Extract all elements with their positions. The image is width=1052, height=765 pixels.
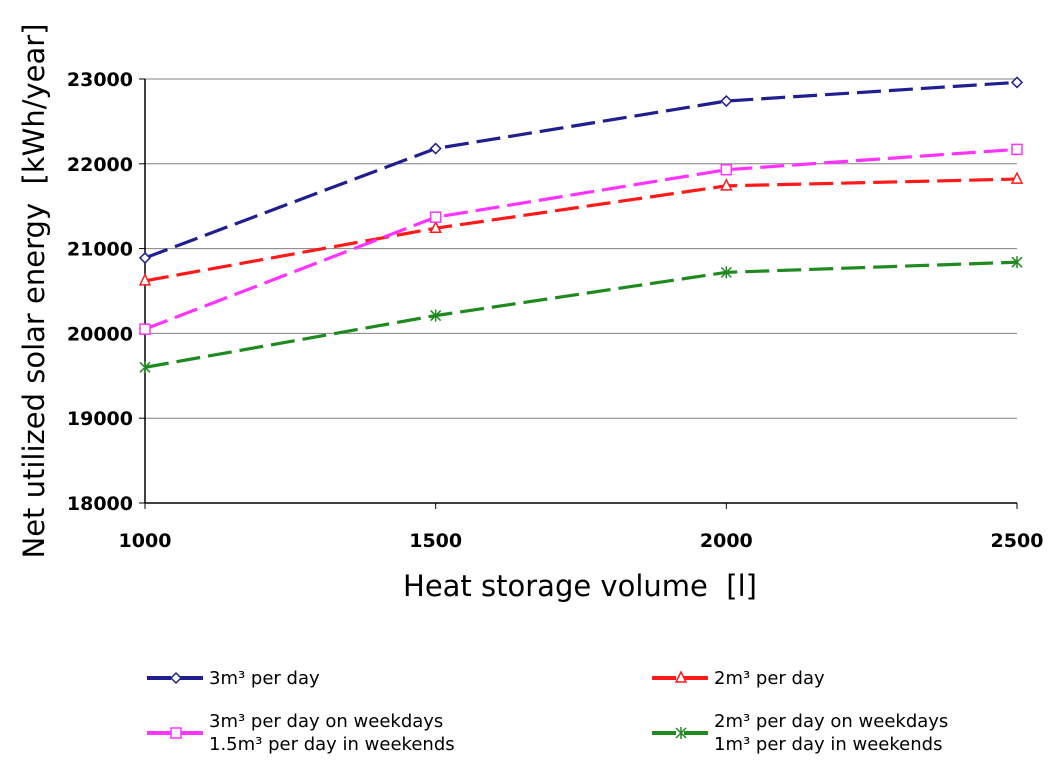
legend-label: 3m³ per day on weekdays 1.5m³ per day in… [209, 711, 455, 755]
series-line [144, 177, 1018, 283]
marker [429, 142, 442, 155]
x-tick-label: 1000 [119, 530, 172, 552]
series-line [144, 147, 1018, 331]
legend-swatch [147, 671, 205, 685]
marker [170, 727, 182, 739]
x-axis-label: Heat storage volume [l] [403, 569, 757, 603]
marker [139, 323, 151, 335]
y-tick-label: 20000 [67, 323, 133, 345]
marker [430, 309, 442, 322]
marker [1010, 76, 1024, 89]
marker [138, 251, 152, 264]
marker [720, 178, 733, 191]
y-tick-label: 19000 [67, 408, 133, 430]
legend-item: 2m³ per day [650, 648, 825, 708]
y-tick-label: 22000 [67, 154, 133, 176]
x-tick-label: 2000 [700, 530, 753, 552]
marker [139, 361, 151, 374]
marker [138, 273, 152, 286]
marker [429, 211, 442, 223]
legend-item: 3m³ per day on weekdays 1.5m³ per day in… [145, 703, 455, 763]
marker [720, 266, 732, 279]
y-tick-label: 21000 [67, 239, 133, 261]
legend-swatch [147, 727, 205, 739]
legend-label: 2m³ per day [714, 667, 825, 689]
marker [429, 220, 442, 233]
legend-swatch [652, 670, 710, 683]
legend-swatch [652, 727, 710, 739]
marker [720, 163, 733, 176]
marker [675, 727, 687, 739]
y-axis-label: Net utilized solar energy [kWh/year] [17, 24, 51, 559]
legend-label: 2m³ per day on weekdays 1m³ per day in w… [714, 711, 949, 755]
y-tick-label: 23000 [67, 69, 133, 91]
marker [1011, 143, 1023, 156]
marker [720, 94, 733, 108]
x-tick-label: 1500 [409, 530, 462, 552]
series-line [144, 260, 1018, 369]
y-tick-label: 18000 [67, 493, 133, 515]
marker [1010, 171, 1024, 184]
legend-label: 3m³ per day [209, 667, 320, 689]
marker [169, 671, 183, 685]
marker [674, 670, 688, 683]
legend-item: 2m³ per day on weekdays 1m³ per day in w… [650, 703, 948, 763]
x-tick-label: 2500 [991, 530, 1044, 552]
legend-item: 3m³ per day [145, 648, 320, 708]
series-line [144, 80, 1018, 260]
marker [1011, 256, 1023, 269]
